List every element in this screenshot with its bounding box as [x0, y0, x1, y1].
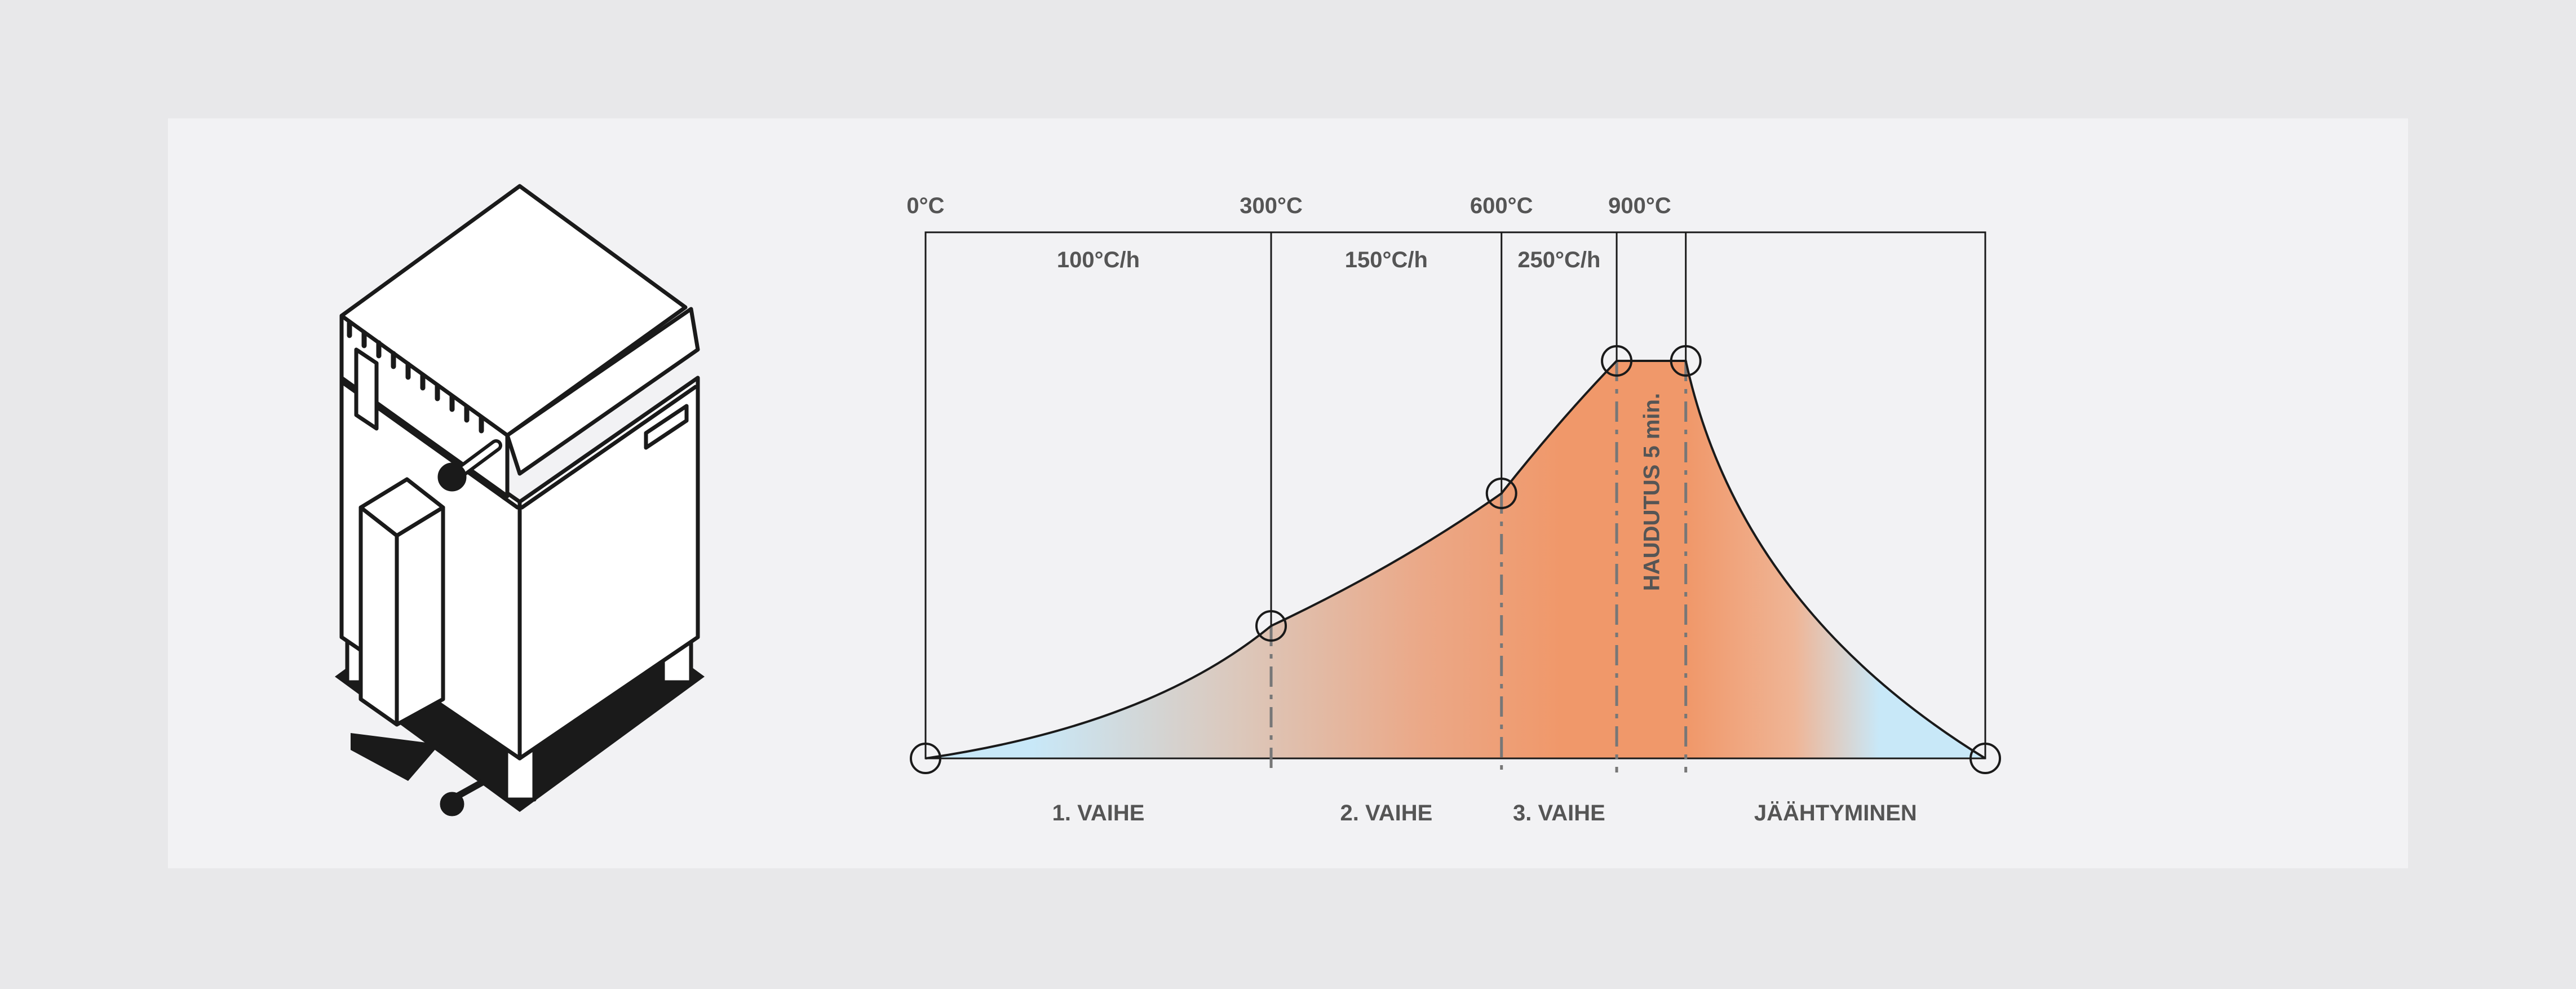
- phase-label: 3. VAIHE: [1513, 801, 1605, 825]
- curve-node-marker: [1601, 345, 1633, 377]
- heating-rate-label: 250°C/h: [1517, 248, 1600, 272]
- temperature-area-fill: [926, 361, 1985, 758]
- curve-node-marker: [910, 743, 941, 774]
- heating-rate-label: 100°C/h: [1057, 248, 1140, 272]
- curve-node-marker: [1485, 478, 1517, 509]
- phase-label: 1. VAIHE: [1052, 801, 1145, 825]
- firing-curve-chart: 0°C 300°C 600°C 900°C 100°C/h 150°C/h 250°C/h 1…: [906, 193, 2001, 825]
- temperature-mark-label: 300°C: [1240, 193, 1303, 218]
- chart-frame: [924, 231, 1986, 760]
- temperature-mark-label: 0°C: [906, 193, 944, 218]
- phase-label: 2. VAIHE: [1340, 801, 1433, 825]
- temperature-curve: [925, 360, 1986, 760]
- hold-label: HAUDUTUS 5 min.: [1639, 393, 1664, 591]
- heating-rate-label: 150°C/h: [1345, 248, 1428, 272]
- temperature-mark-label: 600°C: [1470, 193, 1533, 218]
- phase-label: JÄÄHTYMINEN: [1754, 801, 1917, 825]
- curve-node-marker: [1255, 610, 1287, 642]
- curve-node-marker: [1670, 345, 1702, 377]
- temperature-mark-label: 900°C: [1608, 193, 1671, 218]
- kiln-furnace-icon: [335, 184, 705, 816]
- curve-node-marker: [1969, 743, 2001, 774]
